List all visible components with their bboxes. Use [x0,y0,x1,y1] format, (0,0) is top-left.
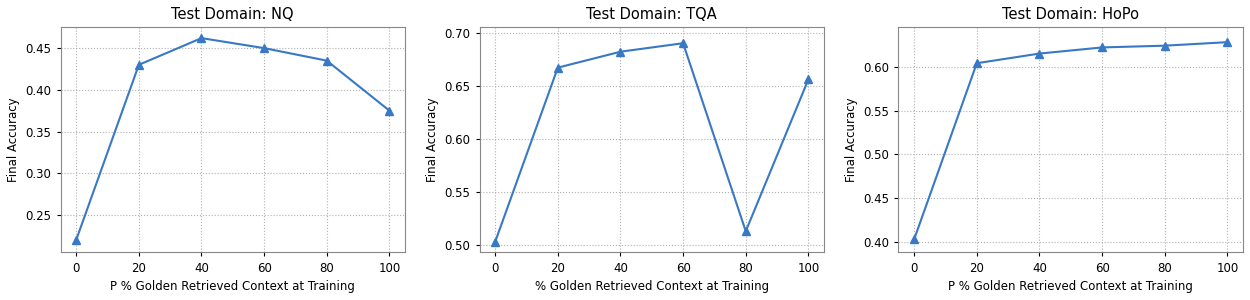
Y-axis label: Final Accuracy: Final Accuracy [426,98,439,182]
Title: Test Domain: HoPo: Test Domain: HoPo [1003,7,1139,22]
Title: Test Domain: NQ: Test Domain: NQ [171,7,294,22]
Title: Test Domain: TQA: Test Domain: TQA [586,7,718,22]
Y-axis label: Final Accuracy: Final Accuracy [845,98,858,182]
X-axis label: P % Golden Retrieved Context at Training: P % Golden Retrieved Context at Training [949,280,1194,293]
X-axis label: % Golden Retrieved Context at Training: % Golden Retrieved Context at Training [535,280,769,293]
Y-axis label: Final Accuracy: Final Accuracy [8,98,20,182]
X-axis label: P % Golden Retrieved Context at Training: P % Golden Retrieved Context at Training [110,280,355,293]
